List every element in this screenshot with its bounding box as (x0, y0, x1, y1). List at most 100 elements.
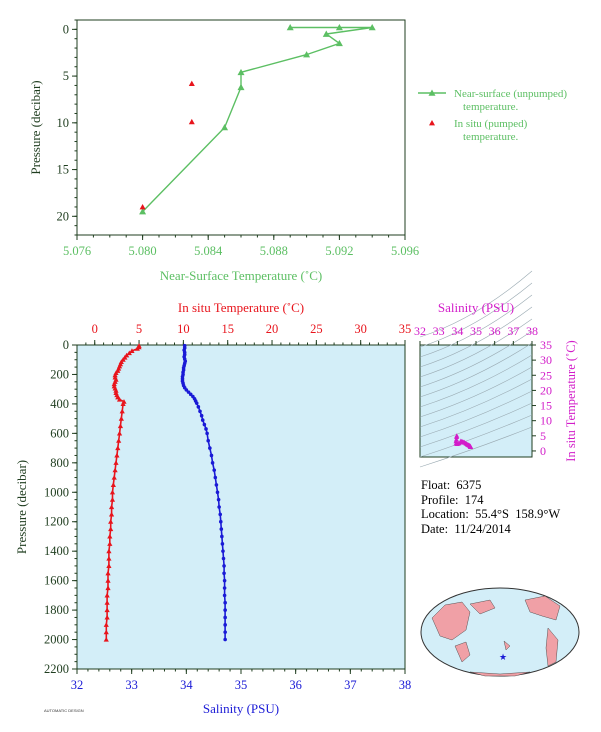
temperature-point (108, 519, 114, 524)
p-tick-label: 1400 (44, 544, 69, 558)
density-contour (419, 342, 533, 398)
salinity-point (184, 388, 189, 392)
temperature-point (103, 629, 109, 635)
ts-y-tick-label: 35 (540, 338, 552, 352)
point-unpumped (286, 23, 294, 31)
salinity-point (218, 512, 223, 517)
ts-y-tick-label: 10 (540, 414, 552, 428)
profile-number: Profile: 174 (421, 492, 484, 507)
salinity-point (206, 438, 210, 443)
salinity-point (213, 475, 218, 480)
ts-y-tick-label: 30 (540, 353, 552, 367)
p-axis-title: Pressure (decibar) (14, 460, 29, 554)
legend-label-unpumped-2: temperature. (463, 101, 519, 113)
temperature-point (106, 555, 112, 561)
temperature-point (129, 348, 135, 353)
p-tick-label: 1000 (44, 485, 69, 499)
sal-tick-label: 38 (399, 678, 412, 692)
temperature-point (104, 600, 110, 605)
salinity-point (223, 600, 227, 605)
temperature-point (118, 416, 124, 421)
p-tick-label: 0 (63, 338, 69, 352)
ts-point (468, 444, 474, 450)
x-tick-label: 5.096 (391, 244, 419, 258)
point-unpumped (335, 39, 343, 47)
map-land (545, 627, 559, 667)
temperature-point (114, 452, 120, 458)
ts-y-axis-title: In situ Temperature (˚C) (564, 340, 578, 461)
salinity-point (221, 556, 226, 561)
salinity-point (216, 497, 221, 502)
p-tick-label: 400 (50, 397, 69, 411)
temp-tick-label: 35 (399, 322, 412, 336)
salinity-point (223, 615, 227, 620)
temp-tick-label: 10 (177, 322, 190, 336)
sal-axis-title: Salinity (PSU) (203, 701, 279, 716)
x-tick-label: 5.080 (129, 244, 157, 258)
ts-point (453, 436, 459, 442)
temperature-point (108, 504, 115, 510)
temperature-point (119, 408, 125, 414)
p-tick-label: 1200 (44, 515, 69, 529)
ts-point (454, 434, 460, 440)
x-axis-title: Near-Surface Temperature (˚C) (160, 268, 322, 283)
temperature-point (104, 607, 110, 613)
temperature-point (107, 533, 113, 539)
temperature-point (116, 396, 123, 402)
salinity-point (210, 461, 215, 465)
p-tick-label: 1800 (44, 603, 69, 617)
temp-tick-label: 25 (310, 322, 323, 336)
p-tick-label: 600 (50, 426, 69, 440)
temp-tick-label: 20 (266, 322, 279, 336)
temperature-point (109, 497, 116, 502)
map-land (469, 599, 496, 615)
sal-tick-label: 35 (235, 678, 248, 692)
y-tick-label: 20 (57, 209, 70, 223)
temp-tick-label: 30 (354, 322, 367, 336)
legend-label-unpumped: Near-surface (unpumped) (454, 88, 567, 100)
salinity-point (198, 409, 202, 414)
p-tick-label: 200 (50, 367, 69, 381)
p-tick-label: 800 (50, 456, 69, 470)
point-unpumped (335, 23, 343, 31)
temperature-point (106, 563, 112, 568)
ts-y-tick-label: 20 (540, 383, 552, 397)
salinity-point (204, 427, 208, 431)
salinity-point (205, 431, 209, 436)
density-contour (419, 378, 533, 428)
point-unpumped (368, 23, 376, 31)
temperature-point (105, 578, 111, 583)
sal-tick-label: 33 (125, 678, 138, 692)
temp-tick-label: 0 (92, 322, 98, 336)
ts-x-tick-label: 32 (414, 324, 426, 338)
salinity-point (217, 505, 221, 509)
point-unpumped (139, 208, 147, 215)
salinity-point (222, 586, 227, 590)
sal-tick-label: 34 (180, 678, 193, 692)
density-contour (419, 294, 533, 358)
salinity-point (223, 608, 227, 612)
temperature-point (108, 511, 115, 517)
ts-x-tick-label: 35 (470, 324, 482, 338)
salinity-point (214, 483, 219, 487)
legend-label-pumped-2: temperature. (463, 131, 519, 143)
temp-tick-label: 5 (136, 322, 142, 336)
density-contour (419, 270, 533, 338)
map-land (469, 671, 531, 677)
y-tick-label: 5 (63, 69, 69, 83)
legend-label-pumped: In situ (pumped) (454, 118, 528, 130)
density-contour (419, 282, 533, 348)
ts-title: Salinity (PSU) (438, 300, 514, 315)
footer-text: AUTOMATIC DESIGN (44, 708, 84, 713)
legend-marker-unpumped (428, 89, 436, 96)
temp-tick-label: 15 (221, 322, 234, 336)
map-land (524, 595, 561, 621)
point-pumped (188, 118, 195, 125)
ts-y-tick-label: 0 (540, 444, 546, 458)
temperature-point (105, 570, 111, 576)
ts-y-tick-label: 25 (540, 368, 552, 382)
y-tick-label: 10 (57, 116, 70, 130)
profile-frame (76, 344, 406, 670)
salinity-point (208, 446, 212, 450)
point-unpumped (322, 30, 330, 37)
